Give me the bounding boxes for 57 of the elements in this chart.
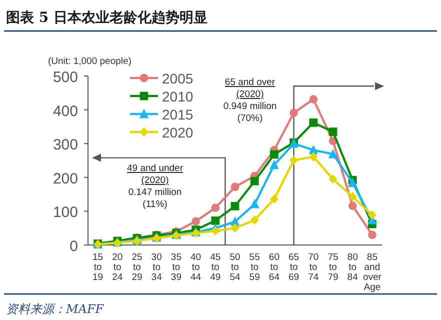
x-tick-label: 70 to 74 bbox=[308, 252, 319, 283]
x-tick-label: 85 and over bbox=[362, 252, 382, 283]
x-axis-title: Age bbox=[364, 282, 381, 293]
point bbox=[290, 155, 298, 165]
point bbox=[230, 202, 240, 210]
point bbox=[211, 216, 220, 225]
point bbox=[270, 160, 279, 170]
annotation: 65 and over (2020) 0.949 million (70%) bbox=[223, 77, 277, 124]
point bbox=[309, 118, 318, 127]
x-tick-label: 35 to 39 bbox=[170, 252, 182, 283]
legend-label: 2015 bbox=[162, 106, 194, 122]
point bbox=[270, 194, 278, 204]
point bbox=[250, 198, 260, 208]
point bbox=[250, 215, 259, 225]
point bbox=[348, 178, 358, 188]
point bbox=[192, 217, 200, 226]
legend-label: 2010 bbox=[162, 88, 194, 104]
point bbox=[368, 230, 376, 240]
legend-label: 2005 bbox=[162, 70, 194, 86]
y-tick-label: 500 bbox=[52, 69, 78, 86]
x-tick-label: 75 to 79 bbox=[328, 252, 338, 283]
point bbox=[328, 174, 338, 184]
y-tick-label: 200 bbox=[52, 170, 78, 188]
point bbox=[328, 148, 338, 158]
x-tick-label: 50 to 54 bbox=[230, 252, 240, 283]
text: 资料来源：MAFF bbox=[6, 302, 104, 316]
x-tick-label: 30 to 34 bbox=[151, 252, 162, 283]
x-tick-label: 40 to 44 bbox=[190, 252, 202, 283]
point bbox=[309, 95, 318, 104]
y-tick-label: 0 bbox=[70, 238, 78, 255]
point bbox=[290, 108, 298, 118]
point bbox=[348, 192, 357, 202]
point bbox=[309, 152, 318, 162]
point bbox=[250, 176, 259, 186]
point bbox=[328, 128, 338, 136]
chart-title: 图表 5 日本农业老龄化趋势明显 bbox=[6, 10, 208, 26]
x-tick-label: 20 to 24 bbox=[112, 252, 123, 283]
x-tick-label: 55 to 59 bbox=[249, 252, 260, 283]
y-tick-label: 400 bbox=[52, 102, 78, 120]
x-tick-label: 60 to 64 bbox=[268, 252, 280, 283]
y-tick-label: 300 bbox=[52, 136, 78, 154]
point bbox=[368, 210, 376, 220]
x-tick-label: 65 to 69 bbox=[288, 252, 300, 283]
point bbox=[270, 150, 278, 159]
y-axis-title: (Unit: 1,000 people) bbox=[48, 56, 132, 67]
legend-label: 2020 bbox=[162, 124, 194, 140]
annotation: 49 and under (2020) 0.147 million (11%) bbox=[127, 163, 183, 210]
point bbox=[230, 223, 240, 233]
point bbox=[211, 226, 220, 236]
x-tick-label: 80 to 84 bbox=[347, 252, 358, 283]
point bbox=[348, 202, 357, 210]
x-tick-label: 45 to 49 bbox=[210, 252, 221, 283]
y-tick-label: 100 bbox=[52, 204, 78, 222]
x-tick-label: 25 to 29 bbox=[132, 252, 142, 283]
point bbox=[230, 182, 240, 192]
point bbox=[211, 204, 220, 212]
x-tick-label: 15 to 19 bbox=[92, 252, 104, 283]
